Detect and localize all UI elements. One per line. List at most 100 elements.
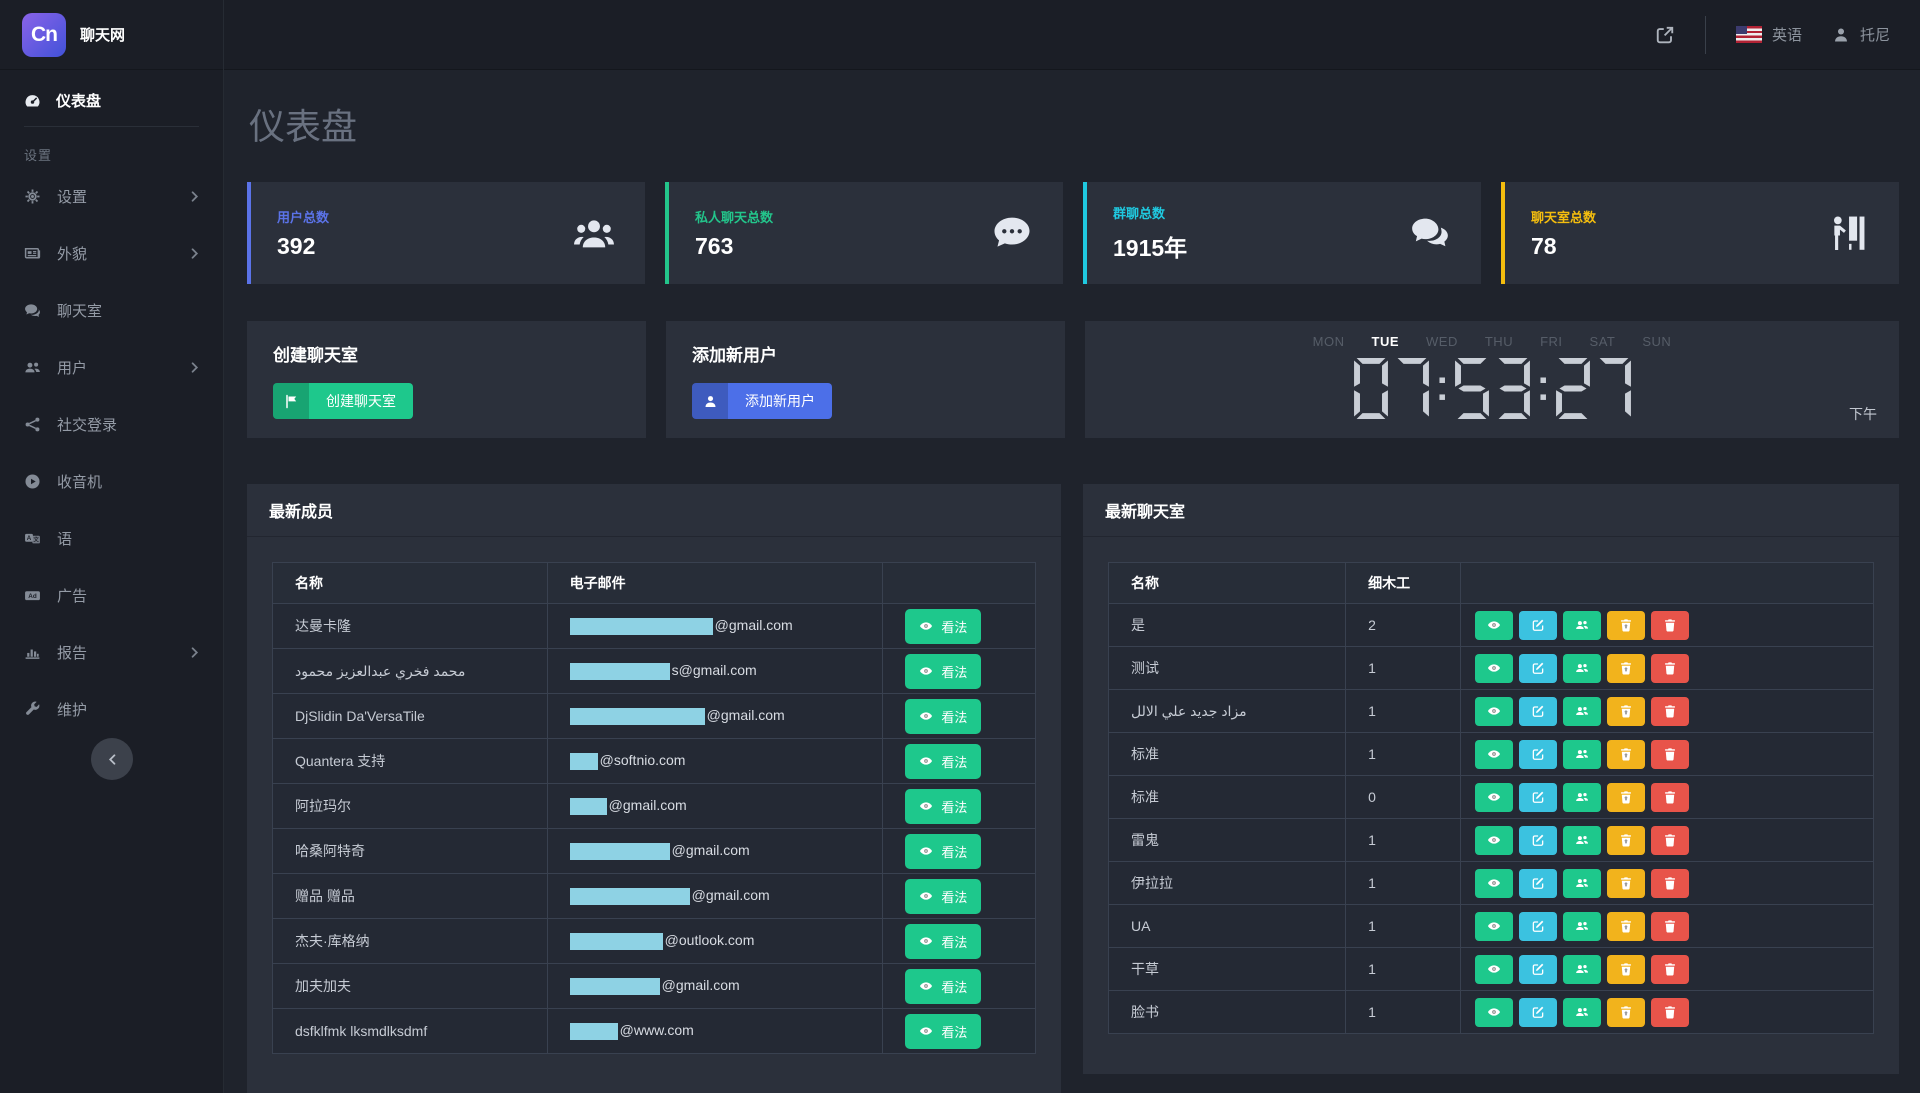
user-menu[interactable]: 托尼 — [1832, 24, 1890, 45]
delete-chatroom-button[interactable] — [1650, 825, 1689, 855]
email-redaction — [569, 932, 663, 950]
archive-chatroom-button[interactable] — [1606, 997, 1645, 1027]
delete-chatroom-button[interactable] — [1650, 868, 1689, 898]
view-chatroom-button[interactable] — [1474, 997, 1513, 1027]
edit-chatroom-button[interactable] — [1518, 825, 1557, 855]
eye-icon — [1487, 1005, 1501, 1019]
sidebar-item-newspaper[interactable]: 外貌 — [0, 225, 223, 282]
delete-chatroom-button[interactable] — [1650, 782, 1689, 812]
members-chatroom-button[interactable] — [1562, 696, 1601, 726]
view-member-button[interactable]: 看法 — [905, 653, 982, 689]
users-icon — [1575, 790, 1589, 804]
members-chatroom-button[interactable] — [1562, 911, 1601, 941]
members-chatroom-button[interactable] — [1562, 610, 1601, 640]
view-member-button[interactable]: 看法 — [905, 1013, 982, 1049]
sidebar-item-share[interactable]: 社交登录 — [0, 396, 223, 453]
edit-chatroom-button[interactable] — [1518, 696, 1557, 726]
sidebar-item-users[interactable]: 用户 — [0, 339, 223, 396]
view-member-button[interactable]: 看法 — [905, 698, 982, 734]
stat-label: 聊天室总数 — [1531, 209, 1597, 225]
chatrooms-col-header: 名称 — [1107, 562, 1347, 604]
trash-restore-icon — [1619, 1005, 1633, 1019]
external-link-icon[interactable] — [1655, 25, 1675, 45]
sidebar-item-chart[interactable]: 报告 — [0, 624, 223, 681]
edit-chatroom-button[interactable] — [1518, 911, 1557, 941]
sidebar-item-wrench[interactable]: 维护 — [0, 681, 223, 738]
sidebar-item-ad[interactable]: Ad 广告 — [0, 567, 223, 624]
view-chatroom-button[interactable] — [1474, 954, 1513, 984]
users-icon — [1575, 747, 1589, 761]
members-chatroom-button[interactable] — [1562, 739, 1601, 769]
edit-chatroom-button[interactable] — [1518, 610, 1557, 640]
archive-chatroom-button[interactable] — [1606, 868, 1645, 898]
add-new-user-button[interactable]: 添加新用户 — [692, 383, 832, 419]
members-chatroom-button[interactable] — [1562, 997, 1601, 1027]
newspaper-icon — [24, 245, 41, 262]
view-chatroom-button[interactable] — [1474, 610, 1513, 640]
language-selector[interactable]: 英语 — [1735, 24, 1802, 45]
delete-chatroom-button[interactable] — [1650, 696, 1689, 726]
view-chatroom-button[interactable] — [1474, 782, 1513, 812]
member-name: 达曼卡隆 — [272, 603, 548, 649]
members-chatroom-button[interactable] — [1562, 653, 1601, 683]
eye-icon — [1487, 833, 1501, 847]
delete-chatroom-button[interactable] — [1650, 911, 1689, 941]
brand[interactable]: Cn 聊天网 — [0, 0, 224, 70]
sidebar-item-comments[interactable]: 聊天室 — [0, 282, 223, 339]
members-chatroom-button[interactable] — [1562, 782, 1601, 812]
view-member-button[interactable]: 看法 — [905, 608, 982, 644]
view-member-button[interactable]: 看法 — [905, 788, 982, 824]
edit-chatroom-button[interactable] — [1518, 954, 1557, 984]
sidebar-item-gear[interactable]: 设置 — [0, 168, 223, 225]
pen-icon — [1531, 747, 1545, 761]
view-chatroom-button[interactable] — [1474, 868, 1513, 898]
members-chatroom-button[interactable] — [1562, 825, 1601, 855]
archive-chatroom-button[interactable] — [1606, 954, 1645, 984]
sidebar-item-play[interactable]: 收音机 — [0, 453, 223, 510]
members-chatroom-button[interactable] — [1562, 954, 1601, 984]
view-member-button[interactable]: 看法 — [905, 833, 982, 869]
edit-chatroom-button[interactable] — [1518, 653, 1557, 683]
delete-chatroom-button[interactable] — [1650, 653, 1689, 683]
view-member-button[interactable]: 看法 — [905, 743, 982, 779]
email-redaction — [569, 1022, 618, 1040]
member-name: محمد فخري عبدالعزيز محمود — [272, 648, 548, 694]
sidebar-collapse-button[interactable] — [91, 738, 133, 780]
archive-chatroom-button[interactable] — [1606, 739, 1645, 769]
members-col-header: 名称 — [272, 562, 548, 604]
archive-chatroom-button[interactable] — [1606, 825, 1645, 855]
archive-chatroom-button[interactable] — [1606, 653, 1645, 683]
members-card-title: 最新成员 — [269, 504, 334, 521]
eye-icon — [1487, 962, 1501, 976]
delete-chatroom-button[interactable] — [1650, 997, 1689, 1027]
ad-icon: Ad — [24, 587, 41, 604]
sidebar-item-dashboard[interactable]: 仪表盘 — [0, 80, 223, 120]
create-chatroom-button[interactable]: 创建聊天室 — [273, 383, 413, 419]
archive-chatroom-button[interactable] — [1606, 911, 1645, 941]
delete-chatroom-button[interactable] — [1650, 954, 1689, 984]
view-member-button[interactable]: 看法 — [905, 968, 982, 1004]
pen-icon — [1531, 1005, 1545, 1019]
trash-restore-icon — [1619, 790, 1633, 804]
chatroom-joiners: 1 — [1345, 861, 1461, 905]
member-row: Quantera 支持 @softnio.com 看法 — [272, 738, 1036, 784]
view-member-button[interactable]: 看法 — [905, 878, 982, 914]
edit-chatroom-button[interactable] — [1518, 739, 1557, 769]
view-chatroom-button[interactable] — [1474, 825, 1513, 855]
trash-icon — [1663, 790, 1677, 804]
archive-chatroom-button[interactable] — [1606, 782, 1645, 812]
archive-chatroom-button[interactable] — [1606, 696, 1645, 726]
edit-chatroom-button[interactable] — [1518, 868, 1557, 898]
delete-chatroom-button[interactable] — [1650, 610, 1689, 640]
edit-chatroom-button[interactable] — [1518, 782, 1557, 812]
members-chatroom-button[interactable] — [1562, 868, 1601, 898]
edit-chatroom-button[interactable] — [1518, 997, 1557, 1027]
view-chatroom-button[interactable] — [1474, 696, 1513, 726]
delete-chatroom-button[interactable] — [1650, 739, 1689, 769]
view-member-button[interactable]: 看法 — [905, 923, 982, 959]
archive-chatroom-button[interactable] — [1606, 610, 1645, 640]
view-chatroom-button[interactable] — [1474, 739, 1513, 769]
view-chatroom-button[interactable] — [1474, 653, 1513, 683]
view-chatroom-button[interactable] — [1474, 911, 1513, 941]
